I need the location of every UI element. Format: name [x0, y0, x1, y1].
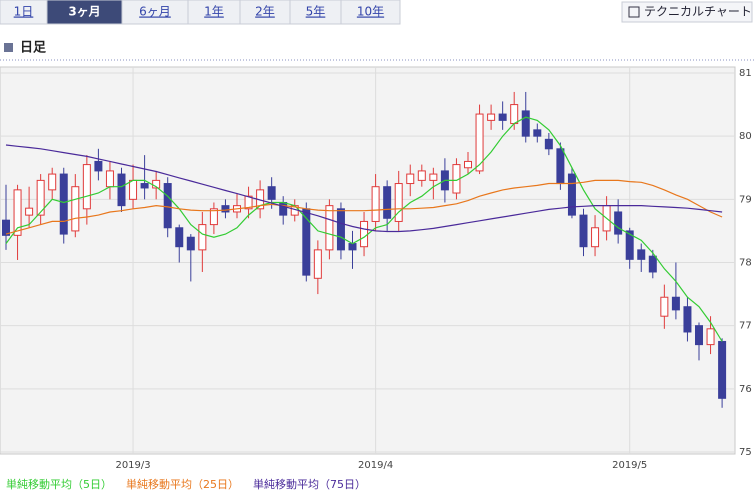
candle-body [140, 183, 149, 189]
candle-body [71, 186, 80, 232]
tab[interactable] [187, 0, 241, 25]
candle-body [487, 113, 496, 121]
ma-line [5, 179, 723, 235]
candle-body [718, 340, 727, 399]
candle-body [105, 170, 114, 188]
candle-body [36, 179, 45, 216]
candle-body [25, 207, 34, 216]
candle-body [521, 110, 530, 137]
candle-body [163, 183, 172, 229]
candle-body [2, 219, 10, 236]
heading-icon [4, 43, 13, 52]
tab-label: 5年 [306, 5, 326, 19]
technical-button[interactable] [621, 1, 753, 23]
candle-body [533, 129, 542, 137]
button-icon [628, 6, 640, 18]
y-tick-label: 76 [739, 384, 752, 395]
candle-body [48, 173, 57, 191]
button-label: テクニカルチャート [644, 5, 752, 19]
y-tick-label: 81 [739, 68, 752, 79]
tab[interactable] [0, 0, 48, 25]
candle-body [186, 236, 195, 251]
tab-label: 6ヶ月 [139, 5, 171, 19]
candle-body [464, 160, 472, 169]
tab[interactable] [46, 0, 123, 25]
candle-body [117, 173, 126, 207]
tab-label: 1日 [14, 5, 34, 19]
x-tick-label: 2019/3 [115, 460, 150, 471]
candle-body [660, 296, 669, 317]
candle-body [637, 249, 646, 260]
tab-label: 1年 [204, 5, 224, 19]
tab-label: 10年 [357, 5, 384, 19]
candle-body [556, 148, 565, 185]
y-tick-label: 79 [739, 194, 752, 205]
tab-label: 2年 [255, 5, 275, 19]
candle-body [267, 186, 276, 200]
candle-body [221, 205, 230, 213]
tabs: 1日 3ヶ月 6ヶ月 1年 2年 5年 10年 [0, 0, 401, 25]
candle-body [279, 201, 288, 216]
candle-body [59, 173, 68, 235]
tab[interactable] [121, 0, 189, 25]
candle-body [360, 220, 369, 248]
legend-entry: 単純移動平均（75日） [253, 477, 366, 491]
candle-body [82, 164, 91, 210]
legend-entry: 単純移動平均（25日） [126, 477, 239, 491]
candle-body [591, 227, 600, 248]
candle-body [348, 243, 357, 251]
candle-body [175, 227, 184, 248]
candle-body [614, 211, 623, 235]
plot-area [0, 66, 736, 455]
tab[interactable] [340, 0, 401, 25]
candle-body [209, 208, 218, 226]
candle-body [695, 325, 703, 346]
candle-body [325, 205, 334, 251]
tab-label: 3ヶ月 [68, 5, 100, 19]
candle-body [625, 230, 634, 260]
candle-body [371, 186, 380, 222]
candle-body [706, 328, 715, 346]
plot: 75 76 77 78 79 80 81 2019/3 2019/4 2019/5 単純移動平均（5… [0, 67, 752, 491]
candle-body [129, 179, 138, 200]
legend-entry: 単純移動平均（5日） [6, 477, 112, 491]
candle-body [94, 160, 103, 172]
candle-body [475, 113, 484, 172]
candle-body [567, 173, 576, 216]
candle-body [13, 189, 22, 236]
ma-line [5, 144, 723, 233]
y-tick-label: 75 [739, 447, 752, 458]
candle-body [383, 186, 392, 219]
candle-body [313, 249, 322, 279]
candle-body [336, 208, 345, 251]
y-tick-label: 77 [739, 321, 752, 332]
candle-body [648, 255, 657, 273]
candle-body [544, 138, 553, 150]
candle-body [417, 170, 426, 181]
candle-body [510, 104, 519, 125]
tab[interactable] [289, 0, 342, 25]
x-tick-label: 2019/4 [358, 460, 393, 471]
candle-body [406, 173, 415, 185]
candle-body [671, 296, 680, 311]
candle-body [198, 224, 207, 251]
candle-body [579, 214, 588, 248]
ma-line [5, 116, 723, 342]
candle-body [429, 173, 438, 181]
x-tick-label: 2019/5 [612, 460, 647, 471]
y-tick-label: 78 [739, 258, 752, 269]
candle-body [498, 113, 507, 121]
y-tick-label: 80 [739, 131, 752, 142]
heading: 日足 [20, 41, 47, 56]
candle-body [394, 183, 403, 222]
candle-body [683, 306, 692, 333]
